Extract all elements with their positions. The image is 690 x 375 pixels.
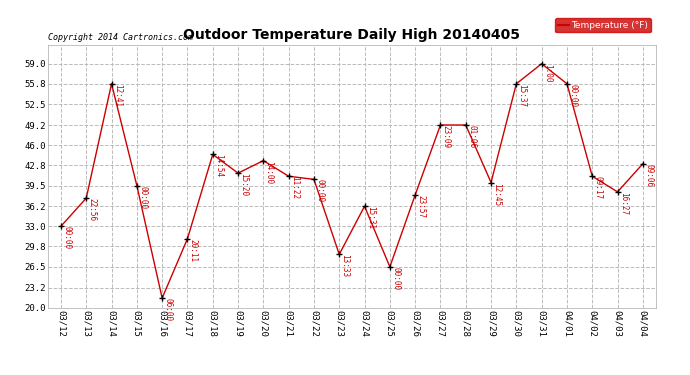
Text: 00:00: 00:00 xyxy=(569,84,578,107)
Text: 14:54: 14:54 xyxy=(214,154,223,177)
Legend: Temperature (°F): Temperature (°F) xyxy=(555,18,651,32)
Text: 06:00: 06:00 xyxy=(164,298,172,321)
Text: Copyright 2014 Cartronics.com: Copyright 2014 Cartronics.com xyxy=(48,33,193,42)
Text: 20:11: 20:11 xyxy=(189,239,198,262)
Text: 22:56: 22:56 xyxy=(88,198,97,221)
Text: 00:00: 00:00 xyxy=(391,267,400,290)
Text: 15:37: 15:37 xyxy=(518,84,526,107)
Text: 01:06: 01:06 xyxy=(467,125,476,148)
Text: 09:06: 09:06 xyxy=(644,164,653,187)
Text: 12:45: 12:45 xyxy=(493,183,502,206)
Text: 14:00: 14:00 xyxy=(265,160,274,184)
Text: 00:00: 00:00 xyxy=(138,186,147,209)
Text: 11:22: 11:22 xyxy=(290,176,299,200)
Title: Outdoor Temperature Daily High 20140405: Outdoor Temperature Daily High 20140405 xyxy=(184,28,520,42)
Text: 12:41: 12:41 xyxy=(113,84,122,107)
Text: 16:27: 16:27 xyxy=(619,192,628,215)
Text: 00:00: 00:00 xyxy=(62,226,71,249)
Text: 15:31: 15:31 xyxy=(366,206,375,230)
Text: 15:20: 15:20 xyxy=(239,173,248,196)
Text: 23:57: 23:57 xyxy=(417,195,426,218)
Text: 00:00: 00:00 xyxy=(315,179,324,203)
Text: 09:17: 09:17 xyxy=(593,176,602,200)
Text: 23:09: 23:09 xyxy=(442,125,451,148)
Text: 13:33: 13:33 xyxy=(341,254,350,278)
Text: 1:00: 1:00 xyxy=(543,64,552,82)
